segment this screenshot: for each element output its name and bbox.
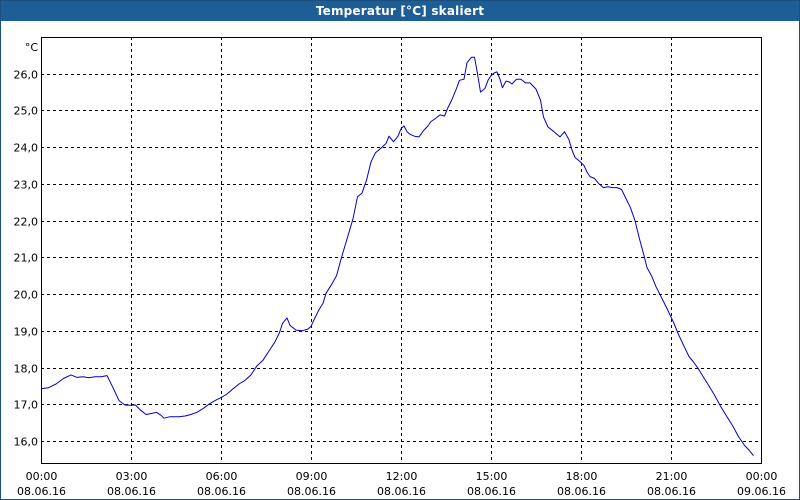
x-tick-date: 08.06.16 — [107, 485, 156, 498]
y-tick-label: 22,0 — [14, 216, 39, 229]
y-tick-label: 24,0 — [14, 142, 39, 155]
x-tick-date: 08.06.16 — [287, 485, 336, 498]
x-tick-time: 00:00 — [26, 470, 58, 483]
chart-title-bar: Temperatur [°C] skaliert — [1, 1, 799, 21]
x-tick-date: 08.06.16 — [557, 485, 606, 498]
x-tick-time: 21:00 — [656, 470, 688, 483]
series-layer — [40, 56, 754, 457]
y-tick-label: 23,0 — [14, 179, 39, 192]
x-tick-time: 15:00 — [476, 470, 508, 483]
x-tick-time: 18:00 — [566, 470, 598, 483]
x-tick-time: 00:00 — [746, 470, 778, 483]
x-tick-time: 12:00 — [386, 470, 418, 483]
y-tick-label: 26,0 — [14, 69, 39, 82]
x-tick-date: 08.06.16 — [467, 485, 516, 498]
x-tick-time: 09:00 — [296, 470, 328, 483]
x-tick-time: 06:00 — [206, 470, 238, 483]
x-tick-time: 03:00 — [116, 470, 148, 483]
y-tick-label: 25,0 — [14, 105, 39, 118]
temperature-series-line — [40, 56, 754, 457]
x-tick-date: 08.06.16 — [197, 485, 246, 498]
axis-labels: 26,0 25,0 24,0 23,0 22,0 21,0 20,0 19,0 18,0 17,0… — [14, 41, 786, 498]
y-tick-label: 18,0 — [14, 363, 39, 376]
x-tick-date: 08.06.16 — [377, 485, 426, 498]
y-unit-label: °C — [25, 41, 39, 54]
y-tick-label: 19,0 — [14, 326, 39, 339]
chart-title: Temperatur [°C] skaliert — [315, 4, 485, 18]
grid — [41, 37, 761, 463]
plot-area — [41, 37, 762, 464]
x-tick-date: 08.06.16 — [647, 485, 696, 498]
y-tick-label: 17,0 — [14, 399, 39, 412]
y-tick-label: 20,0 — [14, 289, 39, 302]
y-tick-label: 21,0 — [14, 252, 39, 265]
y-tick-label: 16,0 — [14, 436, 39, 449]
x-tick-date: 08.06.16 — [17, 485, 66, 498]
x-tick-date: 09.06.16 — [737, 485, 786, 498]
